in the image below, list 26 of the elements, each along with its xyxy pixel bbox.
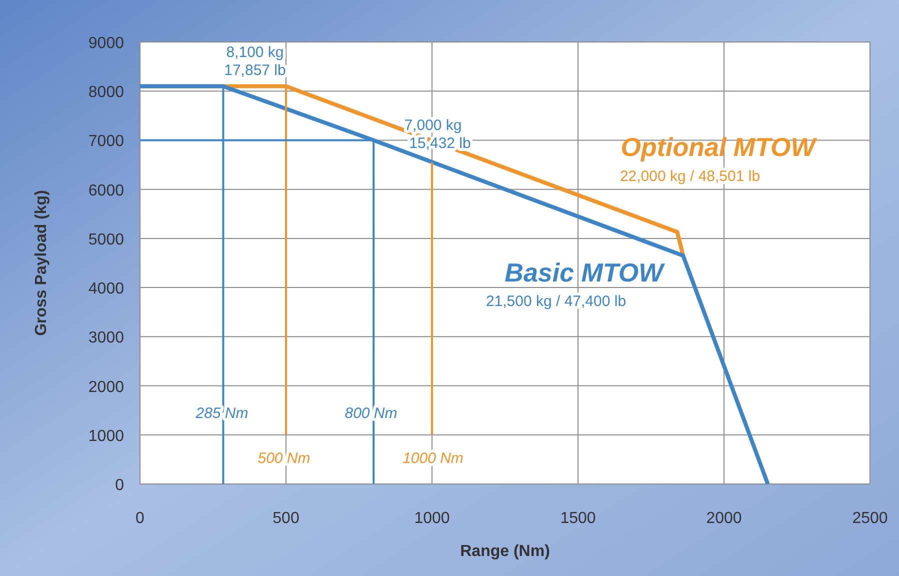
x-tick-label: 2000 [706, 510, 742, 527]
x-tick-label: 500 [272, 510, 300, 527]
y-tick-label: 7000 [88, 133, 124, 150]
annotation: 8,100 kg [226, 44, 284, 61]
y-tick-label: 6000 [88, 182, 124, 200]
x-tick-label: 1000 [414, 510, 450, 527]
annotation: 285 Nm [194, 405, 248, 422]
annotation: 500 Nm [258, 450, 310, 467]
y-tick-label: 0 [115, 477, 124, 494]
x-tick-label: 2500 [852, 510, 888, 527]
y-axis-title: Gross Payload (kg) [33, 190, 50, 336]
series-label: Basic MTOW [504, 258, 666, 288]
y-tick-label: 1000 [88, 428, 124, 445]
y-tick-label: 8000 [88, 84, 124, 102]
annotation: 22,000 kg / 48,501 lb [620, 168, 760, 185]
y-tick-label: 3000 [88, 330, 124, 347]
annotation: 17,857 lb [224, 62, 286, 79]
y-tick-label: 2000 [88, 378, 124, 396]
y-tick-label: 9000 [88, 35, 124, 52]
x-axis-title: Range (Nm) [460, 543, 550, 560]
series-label: Optional MTOW [620, 132, 818, 162]
y-tick-label: 4000 [88, 280, 124, 298]
y-tick-label: 5000 [88, 231, 124, 248]
annotation: 1000 Nm [402, 450, 464, 467]
x-tick-label: 1500 [560, 510, 596, 527]
x-tick-label: 0 [136, 510, 145, 527]
